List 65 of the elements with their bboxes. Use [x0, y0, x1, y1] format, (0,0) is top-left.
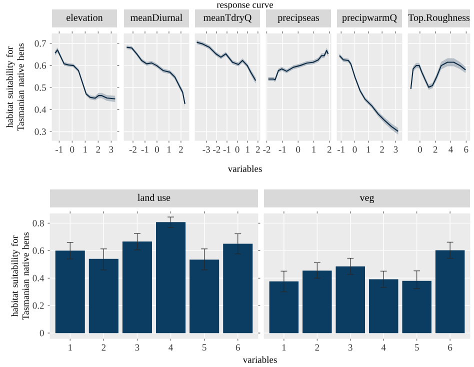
y-tick-label: 0.3	[34, 128, 46, 136]
x-tick-label: -1	[337, 146, 344, 153]
y-tick-label: 0	[40, 330, 44, 336]
text: response curve	[216, 4, 274, 10]
x-tick-label: 0	[70, 146, 74, 153]
x-tick-label: 1	[312, 146, 316, 153]
x-tick-label: -1	[278, 146, 286, 153]
x-tick-label: 1	[282, 344, 286, 351]
y-tick-label: 0.5	[34, 84, 46, 92]
x-tick-label: -1	[56, 146, 63, 153]
y-tick-label: 0.6	[32, 248, 44, 254]
x-tick-label: 0	[154, 146, 159, 153]
x-tick-label: 5	[415, 344, 419, 351]
y-tick-label: 0.6	[34, 62, 46, 70]
x-tick-label: 6	[464, 146, 468, 153]
x-tick-label: -1	[141, 146, 148, 153]
x-tick-label: 0	[418, 146, 422, 153]
x-tick-label: 1	[366, 146, 370, 153]
y-axis-title: habitat suitability for Tasmanian native hens	[11, 232, 29, 320]
x-tick-label: 4	[381, 344, 386, 351]
x-tick-label: 4	[168, 344, 174, 351]
y-tick-label: 0.7	[34, 40, 46, 47]
y-tick-label: 0.4	[32, 275, 44, 282]
x-tick-label: 4	[448, 146, 453, 153]
x-tick-label: 1	[246, 146, 250, 153]
x-tick-label: 2	[179, 146, 183, 153]
x-tick-label: 0	[235, 146, 240, 153]
x-tick-label: 3	[394, 146, 398, 153]
y-tick-label: 0.4	[34, 106, 46, 114]
x-tick-label: 2	[96, 146, 100, 153]
x-tick-label: -2	[129, 146, 136, 153]
x-axis-title: variables	[228, 165, 262, 172]
chart-title: veg	[360, 196, 374, 204]
x-tick-label: 1	[167, 146, 171, 153]
x-tick-label: 6	[448, 344, 452, 351]
x-tick-label: 0	[296, 146, 300, 153]
chart-title: precipwarmQ	[342, 14, 397, 24]
x-tick-label: 2	[327, 146, 332, 153]
x-tick-label: 2	[380, 146, 384, 153]
x-axis-title: variables	[242, 356, 277, 364]
x-tick-label: -2	[263, 146, 270, 153]
x-tick-label: 3	[348, 344, 352, 351]
x-tick-label: 2	[315, 344, 320, 351]
x-tick-label: 3	[135, 344, 140, 351]
x-tick-label: 1	[84, 146, 87, 153]
y-axis-title: habitat suitability for Tasmanian native hens	[6, 44, 24, 132]
chart-title: meanDiurnal	[130, 14, 182, 22]
x-tick-label: 2	[433, 146, 438, 153]
x-tick-label: 0	[352, 146, 357, 153]
x-tick-label: 6	[236, 344, 240, 351]
chart-title: elevation	[66, 14, 103, 22]
x-tick-label: -2	[213, 146, 220, 153]
chart-title: land use	[138, 194, 170, 202]
x-tick-label: 2	[102, 344, 106, 351]
x-tick-label: 3	[109, 146, 114, 153]
x-tick-label: 1	[68, 344, 72, 351]
chart-title: precipseas	[278, 14, 319, 24]
chart-title: Top.Roughness	[408, 14, 470, 24]
y-tick-label: 0.8	[32, 220, 44, 227]
x-tick-label: -1	[223, 146, 230, 153]
x-tick-label: 2	[256, 146, 260, 153]
y-tick-label: 0.2	[32, 302, 44, 310]
x-tick-label: -3	[202, 146, 210, 153]
x-tick-label: 5	[202, 344, 206, 351]
chart-title: meanTdryQ	[204, 14, 252, 24]
